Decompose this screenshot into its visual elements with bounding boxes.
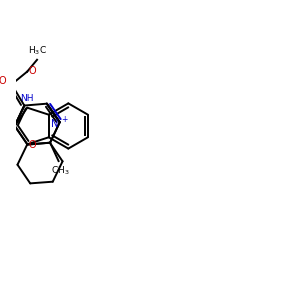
Text: +: + <box>61 116 68 124</box>
Text: O: O <box>29 140 37 150</box>
Text: N: N <box>51 119 58 129</box>
Text: O: O <box>28 66 36 76</box>
Text: H$_3$C: H$_3$C <box>28 44 47 57</box>
Text: CH$_3$: CH$_3$ <box>51 164 69 177</box>
Text: O: O <box>0 76 7 86</box>
Text: NH: NH <box>20 94 34 103</box>
